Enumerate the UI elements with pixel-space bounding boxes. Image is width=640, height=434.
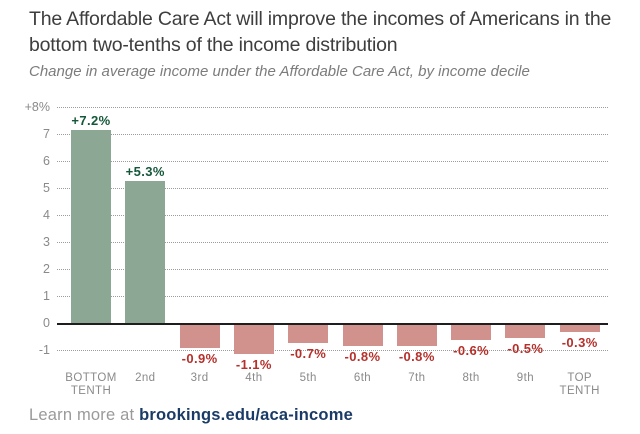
x-axis-tick-label: 9th bbox=[480, 372, 570, 385]
x-axis-tick-line: TENTH bbox=[70, 384, 112, 397]
bar-value-label: -0.8% bbox=[344, 348, 381, 364]
x-axis-tick-line: TOP bbox=[567, 372, 592, 384]
y-axis-tick-label: +8% bbox=[24, 100, 50, 114]
bar-8th bbox=[451, 324, 492, 341]
footer-text: Learn more at bbox=[29, 406, 140, 424]
footer-link[interactable]: brookings.edu/aca-income bbox=[139, 406, 353, 424]
bar-bottom-tenth bbox=[71, 129, 111, 324]
y-axis-tick-label: 1 bbox=[43, 289, 50, 303]
gridline bbox=[57, 161, 608, 162]
y-axis-tick-label: 4 bbox=[43, 208, 50, 222]
bar-top-tenth bbox=[559, 324, 600, 333]
x-axis-tick-line: 8th bbox=[462, 372, 480, 384]
x-axis-tick-label: 7th bbox=[372, 372, 462, 385]
bar-5th bbox=[288, 324, 329, 343]
y-axis-tick-label: -1 bbox=[38, 343, 50, 357]
bar-3rd bbox=[179, 324, 220, 349]
bar-2nd bbox=[125, 180, 166, 324]
x-axis-tick-label: BOTTOM TENTH bbox=[46, 372, 136, 397]
gridline bbox=[57, 296, 608, 297]
chart-title: The Affordable Care Act will improve the… bbox=[29, 8, 612, 56]
bar-value-label: -0.3% bbox=[561, 335, 598, 351]
x-axis-tick-line: TENTH bbox=[559, 384, 600, 397]
x-axis-tick-label: 6th bbox=[318, 372, 408, 385]
gridline bbox=[57, 269, 608, 270]
x-axis-tick-label: 3rd bbox=[155, 372, 245, 385]
gridline bbox=[57, 188, 608, 189]
x-axis-tick-line: 7th bbox=[408, 372, 426, 384]
bar-value-label: -0.9% bbox=[181, 351, 218, 367]
gridline bbox=[57, 134, 608, 135]
y-axis-tick-label: 7 bbox=[43, 127, 50, 141]
y-axis-tick-label: 3 bbox=[43, 235, 50, 249]
bar-value-label: +5.3% bbox=[125, 163, 165, 179]
gridline bbox=[57, 350, 608, 351]
chart-subtitle: Change in average income under the Affor… bbox=[29, 63, 530, 80]
gridline bbox=[57, 215, 608, 216]
bar-value-label: -0.5% bbox=[507, 340, 544, 356]
bar-value-label: -1.1% bbox=[235, 356, 272, 372]
footer: Learn more at brookings.edu/aca-income bbox=[29, 406, 353, 425]
x-axis-tick-label: TOP TENTH bbox=[535, 372, 625, 397]
y-axis-tick-label: 0 bbox=[43, 316, 50, 330]
x-axis-tick-line: 5th bbox=[299, 372, 317, 384]
y-axis-tick-label: 6 bbox=[43, 154, 50, 168]
bar-9th bbox=[505, 324, 546, 338]
x-axis-tick-line: 2nd bbox=[135, 372, 156, 384]
x-axis-tick-label: 5th bbox=[263, 372, 353, 385]
x-axis-tick-line: 3rd bbox=[190, 372, 209, 384]
x-axis-tick-line: BOTTOM bbox=[65, 372, 117, 384]
zero-axis-line bbox=[57, 323, 608, 325]
x-axis-tick-line: 6th bbox=[353, 372, 372, 384]
y-axis-tick-label: 5 bbox=[43, 181, 50, 195]
bar-4th bbox=[233, 324, 274, 354]
bar-6th bbox=[342, 324, 383, 346]
gridline bbox=[57, 242, 608, 243]
bar-7th bbox=[396, 324, 437, 346]
y-axis-tick-label: 2 bbox=[43, 262, 50, 276]
bar-value-label: +7.2% bbox=[71, 112, 111, 128]
x-axis-tick-line: 9th bbox=[516, 372, 534, 384]
bar-value-label: -0.8% bbox=[398, 348, 435, 364]
bar-value-label: -0.7% bbox=[290, 345, 327, 361]
x-axis-tick-line: 4th bbox=[245, 372, 263, 384]
x-axis-tick-label: 2nd bbox=[100, 372, 190, 385]
gridline bbox=[57, 107, 608, 108]
bar-value-label: -0.6% bbox=[453, 343, 490, 359]
x-axis-tick-label: 8th bbox=[426, 372, 516, 385]
x-axis-tick-label: 4th bbox=[209, 372, 299, 385]
